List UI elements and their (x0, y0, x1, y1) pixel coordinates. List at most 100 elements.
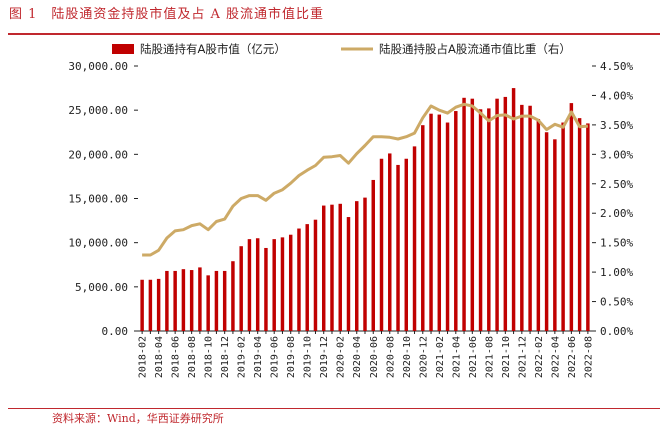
y-left-tick-label: 30,000.00 (68, 60, 128, 73)
bar-holdings-value (255, 238, 260, 331)
figure-number: 图 1 (9, 7, 38, 22)
source-rule (8, 408, 660, 409)
x-tick-label: 2020-06 (369, 336, 380, 378)
source-note: 资料来源：Wind，华西证券研究所 (52, 412, 224, 425)
bar-holdings-value (577, 118, 582, 331)
y-right-tick-label: 2.50% (600, 178, 633, 191)
bar-holdings-value (388, 153, 392, 331)
bar-holdings-value (363, 197, 367, 331)
y-right-tick-label: 1.50% (600, 237, 633, 250)
bar-holdings-value (206, 275, 210, 331)
x-tick-label: 2020-04 (352, 336, 363, 378)
bar-holdings-value (536, 119, 541, 331)
bar-holdings-value (165, 270, 169, 331)
bar-holdings-value (478, 109, 483, 332)
title-rule (8, 33, 660, 35)
x-tick-label: 2022-08 (583, 336, 594, 378)
y-left-tick-label: 10,000.00 (68, 237, 128, 250)
bar-holdings-value (330, 204, 334, 331)
x-tick-label: 2021-10 (501, 336, 512, 378)
bar-holdings-value (272, 239, 276, 331)
bar-holdings-value (355, 201, 359, 331)
bar-holdings-value (297, 228, 301, 331)
bar-holdings-value (470, 98, 475, 331)
x-tick-label: 2021-08 (484, 336, 495, 378)
bar-holdings-value (495, 98, 499, 331)
y-right-tick-label: 4.00% (600, 89, 633, 102)
bar-holdings-value (404, 158, 409, 331)
y-right-tick-label: 2.00% (600, 207, 633, 220)
x-tick-label: 2020-10 (402, 336, 413, 378)
y-left-tick-label: 15,000.00 (68, 193, 128, 206)
bar-holdings-value (421, 125, 425, 331)
bar-holdings-value (198, 267, 202, 331)
bar-holdings-value (396, 164, 400, 331)
x-tick-label: 2018-02 (138, 336, 149, 378)
bar-holdings-value (338, 203, 342, 331)
bar-holdings-value (280, 237, 285, 331)
x-tick-label: 2021-04 (451, 336, 462, 378)
x-tick-label: 2021-12 (517, 336, 528, 378)
x-tick-label: 2019-02 (237, 336, 248, 378)
bar-holdings-value (520, 104, 524, 331)
bar-holdings-value (553, 139, 557, 331)
bar-holdings-value (239, 246, 243, 331)
bar-holdings-value (264, 247, 268, 331)
legend-bar-swatch (112, 44, 134, 54)
bar-holdings-value (181, 269, 186, 331)
bar-holdings-value (412, 146, 417, 331)
bar-holdings-value (544, 132, 549, 331)
line-holdings-share (142, 102, 589, 257)
x-tick-label: 2020-02 (336, 336, 347, 378)
x-tick-label: 2021-06 (468, 336, 479, 378)
x-tick-label: 2019-06 (270, 336, 281, 378)
bar-holdings-value (511, 88, 516, 331)
bar-holdings-value (140, 279, 144, 331)
x-tick-label: 2019-10 (303, 336, 314, 378)
bar-holdings-value (569, 103, 574, 331)
bar-holdings-value (231, 261, 235, 331)
legend-bar-label: 陆股通持有A股市值（亿元） (140, 42, 286, 56)
bar-holdings-value (173, 270, 177, 331)
y-right-tick-label: 4.50% (600, 60, 633, 73)
x-tick-label: 2018-08 (187, 336, 198, 378)
y-right-tick-label: 0.50% (600, 296, 633, 309)
legend-line-label: 陆股通持股占A股流通市值比重（右） (379, 42, 571, 56)
bar-holdings-value (445, 122, 450, 332)
bar-holdings-value (454, 111, 458, 331)
x-tick-label: 2022-02 (534, 336, 545, 378)
bar-holdings-value (437, 114, 442, 331)
x-tick-label: 2019-12 (319, 336, 330, 378)
bar-holdings-value (321, 205, 326, 331)
figure-title-text: 陆股通资金持股市值及占 A 股流通市值比重 (51, 7, 325, 22)
x-tick-label: 2018-10 (204, 336, 215, 378)
x-tick-label: 2022-06 (567, 336, 578, 378)
x-tick-label: 2018-12 (220, 336, 231, 378)
bar-holdings-value (586, 123, 590, 332)
x-tick-label: 2019-08 (286, 336, 297, 378)
x-tick-label: 2022-04 (550, 336, 561, 378)
bar-holdings-value (313, 219, 318, 331)
bar-holdings-value (561, 122, 565, 332)
bar-holdings-value (379, 158, 384, 331)
bar-holdings-value (305, 224, 309, 331)
bar-holdings-value (156, 278, 161, 331)
y-left-tick-label: 0.00 (102, 325, 129, 338)
y-right-tick-label: 3.00% (600, 148, 633, 161)
bar-holdings-value (503, 96, 508, 332)
x-tick-label: 2018-06 (171, 336, 182, 378)
bar-holdings-value (222, 270, 227, 331)
bar-holdings-value (429, 113, 433, 331)
x-tick-label: 2018-04 (154, 336, 165, 378)
bar-holdings-value (346, 217, 351, 331)
y-right-tick-label: 1.00% (600, 266, 633, 279)
y-left-tick-label: 5,000.00 (75, 281, 128, 294)
x-tick-label: 2020-08 (385, 336, 396, 378)
bar-holdings-value (487, 108, 491, 332)
bar-holdings-value (288, 234, 293, 331)
bar-holdings-value (462, 97, 466, 331)
y-right-tick-label: 0.00% (600, 325, 633, 338)
bar-holdings-value (214, 270, 219, 331)
bar-holdings-value (148, 279, 153, 331)
